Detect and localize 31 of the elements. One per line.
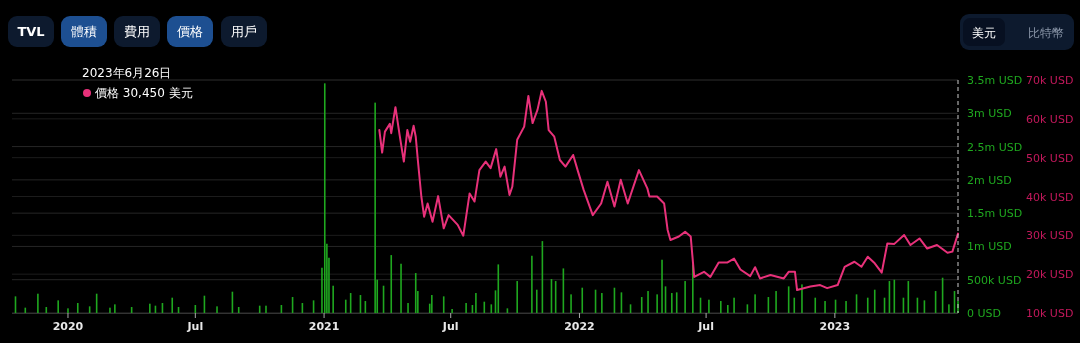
button: 體積: [61, 16, 107, 47]
y-tick-label: 500k USD: [967, 273, 1022, 287]
y2-tick-label: 30k USD: [1026, 229, 1074, 243]
y2-tick-label: 20k USD: [1026, 268, 1074, 282]
y-tick-label: 1.5m USD: [967, 207, 1023, 221]
y-tick-label: 3.5m USD: [967, 74, 1023, 87]
y-tick-label: 2m USD: [967, 173, 1012, 187]
button: 價格: [167, 16, 213, 47]
y-tick-label: 1m USD: [967, 240, 1012, 254]
button: TVL: [8, 16, 54, 47]
y-tick-label: 2.5m USD: [967, 140, 1023, 154]
y2-tick-label: 40k USD: [1026, 190, 1074, 204]
x-tick-label: Jul: [186, 320, 204, 333]
y-tick-label: 0 USD: [967, 307, 1001, 320]
button: 費用: [114, 16, 160, 47]
y2-tick-label: 10k USD: [1026, 307, 1074, 320]
button: 用戶: [221, 16, 267, 47]
toggle: 美元 比特幣: [960, 14, 1074, 50]
y2-tick-label: 50k USD: [1026, 151, 1074, 165]
x-tick-label: 2022: [564, 320, 595, 333]
y-tick-label: 3m USD: [967, 107, 1012, 121]
annotation: 2023年6月26日: [82, 66, 172, 80]
line-series: [378, 89, 959, 292]
y2-tick-label: 60k USD: [1026, 112, 1074, 126]
x-tick-label: 2021: [308, 320, 340, 333]
y2-tick-label: 70k USD: [1026, 74, 1074, 87]
annotation: 價格 30,450 美元: [95, 86, 193, 100]
x-tick-label: 2020: [52, 320, 84, 333]
x-tick-label: 2023: [819, 320, 851, 333]
x-tick-label: Jul: [441, 320, 459, 333]
x-tick-label: Jul: [697, 320, 714, 333]
